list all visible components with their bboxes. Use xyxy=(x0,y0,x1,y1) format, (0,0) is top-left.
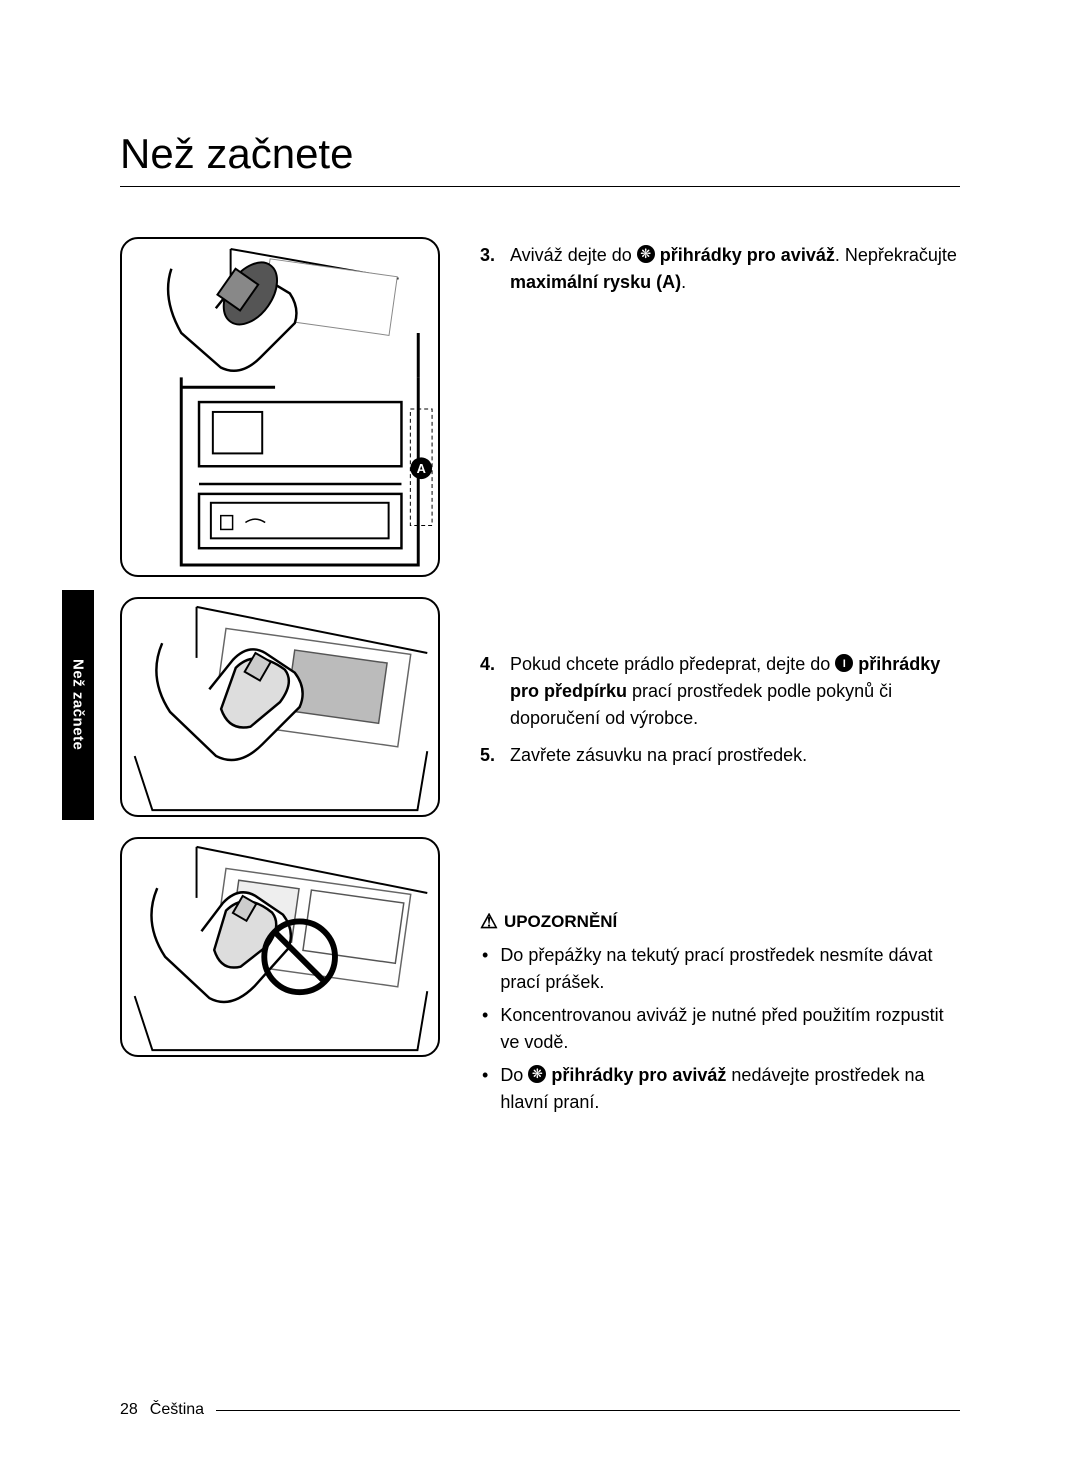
text-bold: maximální rysku (A) xyxy=(510,272,681,292)
prewash-icon xyxy=(835,654,853,672)
text-fragment: Koncentrovanou aviváž je nutné před použ… xyxy=(500,1002,960,1056)
text-bold: přihrádky pro aviváž xyxy=(551,1065,726,1085)
step-text: Aviváž dejte do přihrádky pro aviváž. Ne… xyxy=(510,242,960,296)
step-number: 3. xyxy=(480,242,500,296)
step-number: 5. xyxy=(480,742,500,769)
warning-item: • Koncentrovanou aviváž je nutné před po… xyxy=(480,1002,960,1056)
text-fragment: Do xyxy=(500,1065,528,1085)
step-5: 5. Zavřete zásuvku na prací prostředek. xyxy=(480,742,960,769)
warning-icon: ⚠ xyxy=(480,909,498,934)
bullet-marker: • xyxy=(482,1062,488,1116)
footer-divider xyxy=(216,1410,960,1411)
text-fragment: Do přepážky na tekutý prací prostředek n… xyxy=(500,942,960,996)
text-fragment: . Nepřekračujte xyxy=(835,245,957,265)
warning-header: ⚠ UPOZORNĚNÍ xyxy=(480,909,960,934)
spacer xyxy=(480,779,960,909)
step-list-1: 3. Aviváž dejte do přihrádky pro aviváž.… xyxy=(480,242,960,296)
text-fragment: Pokud chcete prádlo předeprat, dejte do xyxy=(510,654,835,674)
step-3: 3. Aviváž dejte do přihrádky pro aviváž.… xyxy=(480,242,960,296)
warning-list: • Do přepážky na tekutý prací prostředek… xyxy=(480,942,960,1116)
warning-label: UPOZORNĚNÍ xyxy=(504,912,617,932)
illustration-warning xyxy=(120,837,440,1057)
footer-language: Čeština xyxy=(150,1401,204,1419)
illustration-step3: A xyxy=(120,237,440,577)
illustrations-column: A xyxy=(120,237,440,1122)
text-fragment: Aviváž dejte do xyxy=(510,245,637,265)
step-text: Pokud chcete prádlo předeprat, dejte do … xyxy=(510,651,960,732)
illustration-step4 xyxy=(120,597,440,817)
side-tab-label: Než začnete xyxy=(62,590,94,820)
content-area: A xyxy=(120,237,960,1122)
warning-item: • Do přepážky na tekutý prací prostředek… xyxy=(480,942,960,996)
page-title: Než začnete xyxy=(120,130,960,178)
text-fragment: Do přihrádky pro aviváž nedávejte prostř… xyxy=(500,1062,960,1116)
text-bold: přihrádky pro aviváž xyxy=(660,245,835,265)
page-footer: 28 Čeština xyxy=(120,1401,960,1419)
step-4: 4. Pokud chcete prádlo předeprat, dejte … xyxy=(480,651,960,732)
spacer xyxy=(480,306,960,651)
bullet-marker: • xyxy=(482,1002,488,1056)
page: Než začnete Než začnete xyxy=(0,0,1080,1479)
label-a: A xyxy=(417,461,426,476)
text-column: 3. Aviváž dejte do přihrádky pro aviváž.… xyxy=(480,237,960,1122)
text-fragment: . xyxy=(681,272,686,292)
page-number: 28 xyxy=(120,1401,138,1419)
softener-icon xyxy=(637,245,655,263)
title-underline-divider xyxy=(120,186,960,187)
step-text: Zavřete zásuvku na prací prostředek. xyxy=(510,742,960,769)
warning-item: • Do přihrádky pro aviváž nedávejte pros… xyxy=(480,1062,960,1116)
bullet-marker: • xyxy=(482,942,488,996)
step-number: 4. xyxy=(480,651,500,732)
softener-icon xyxy=(528,1065,546,1083)
step-list-2: 4. Pokud chcete prádlo předeprat, dejte … xyxy=(480,651,960,769)
